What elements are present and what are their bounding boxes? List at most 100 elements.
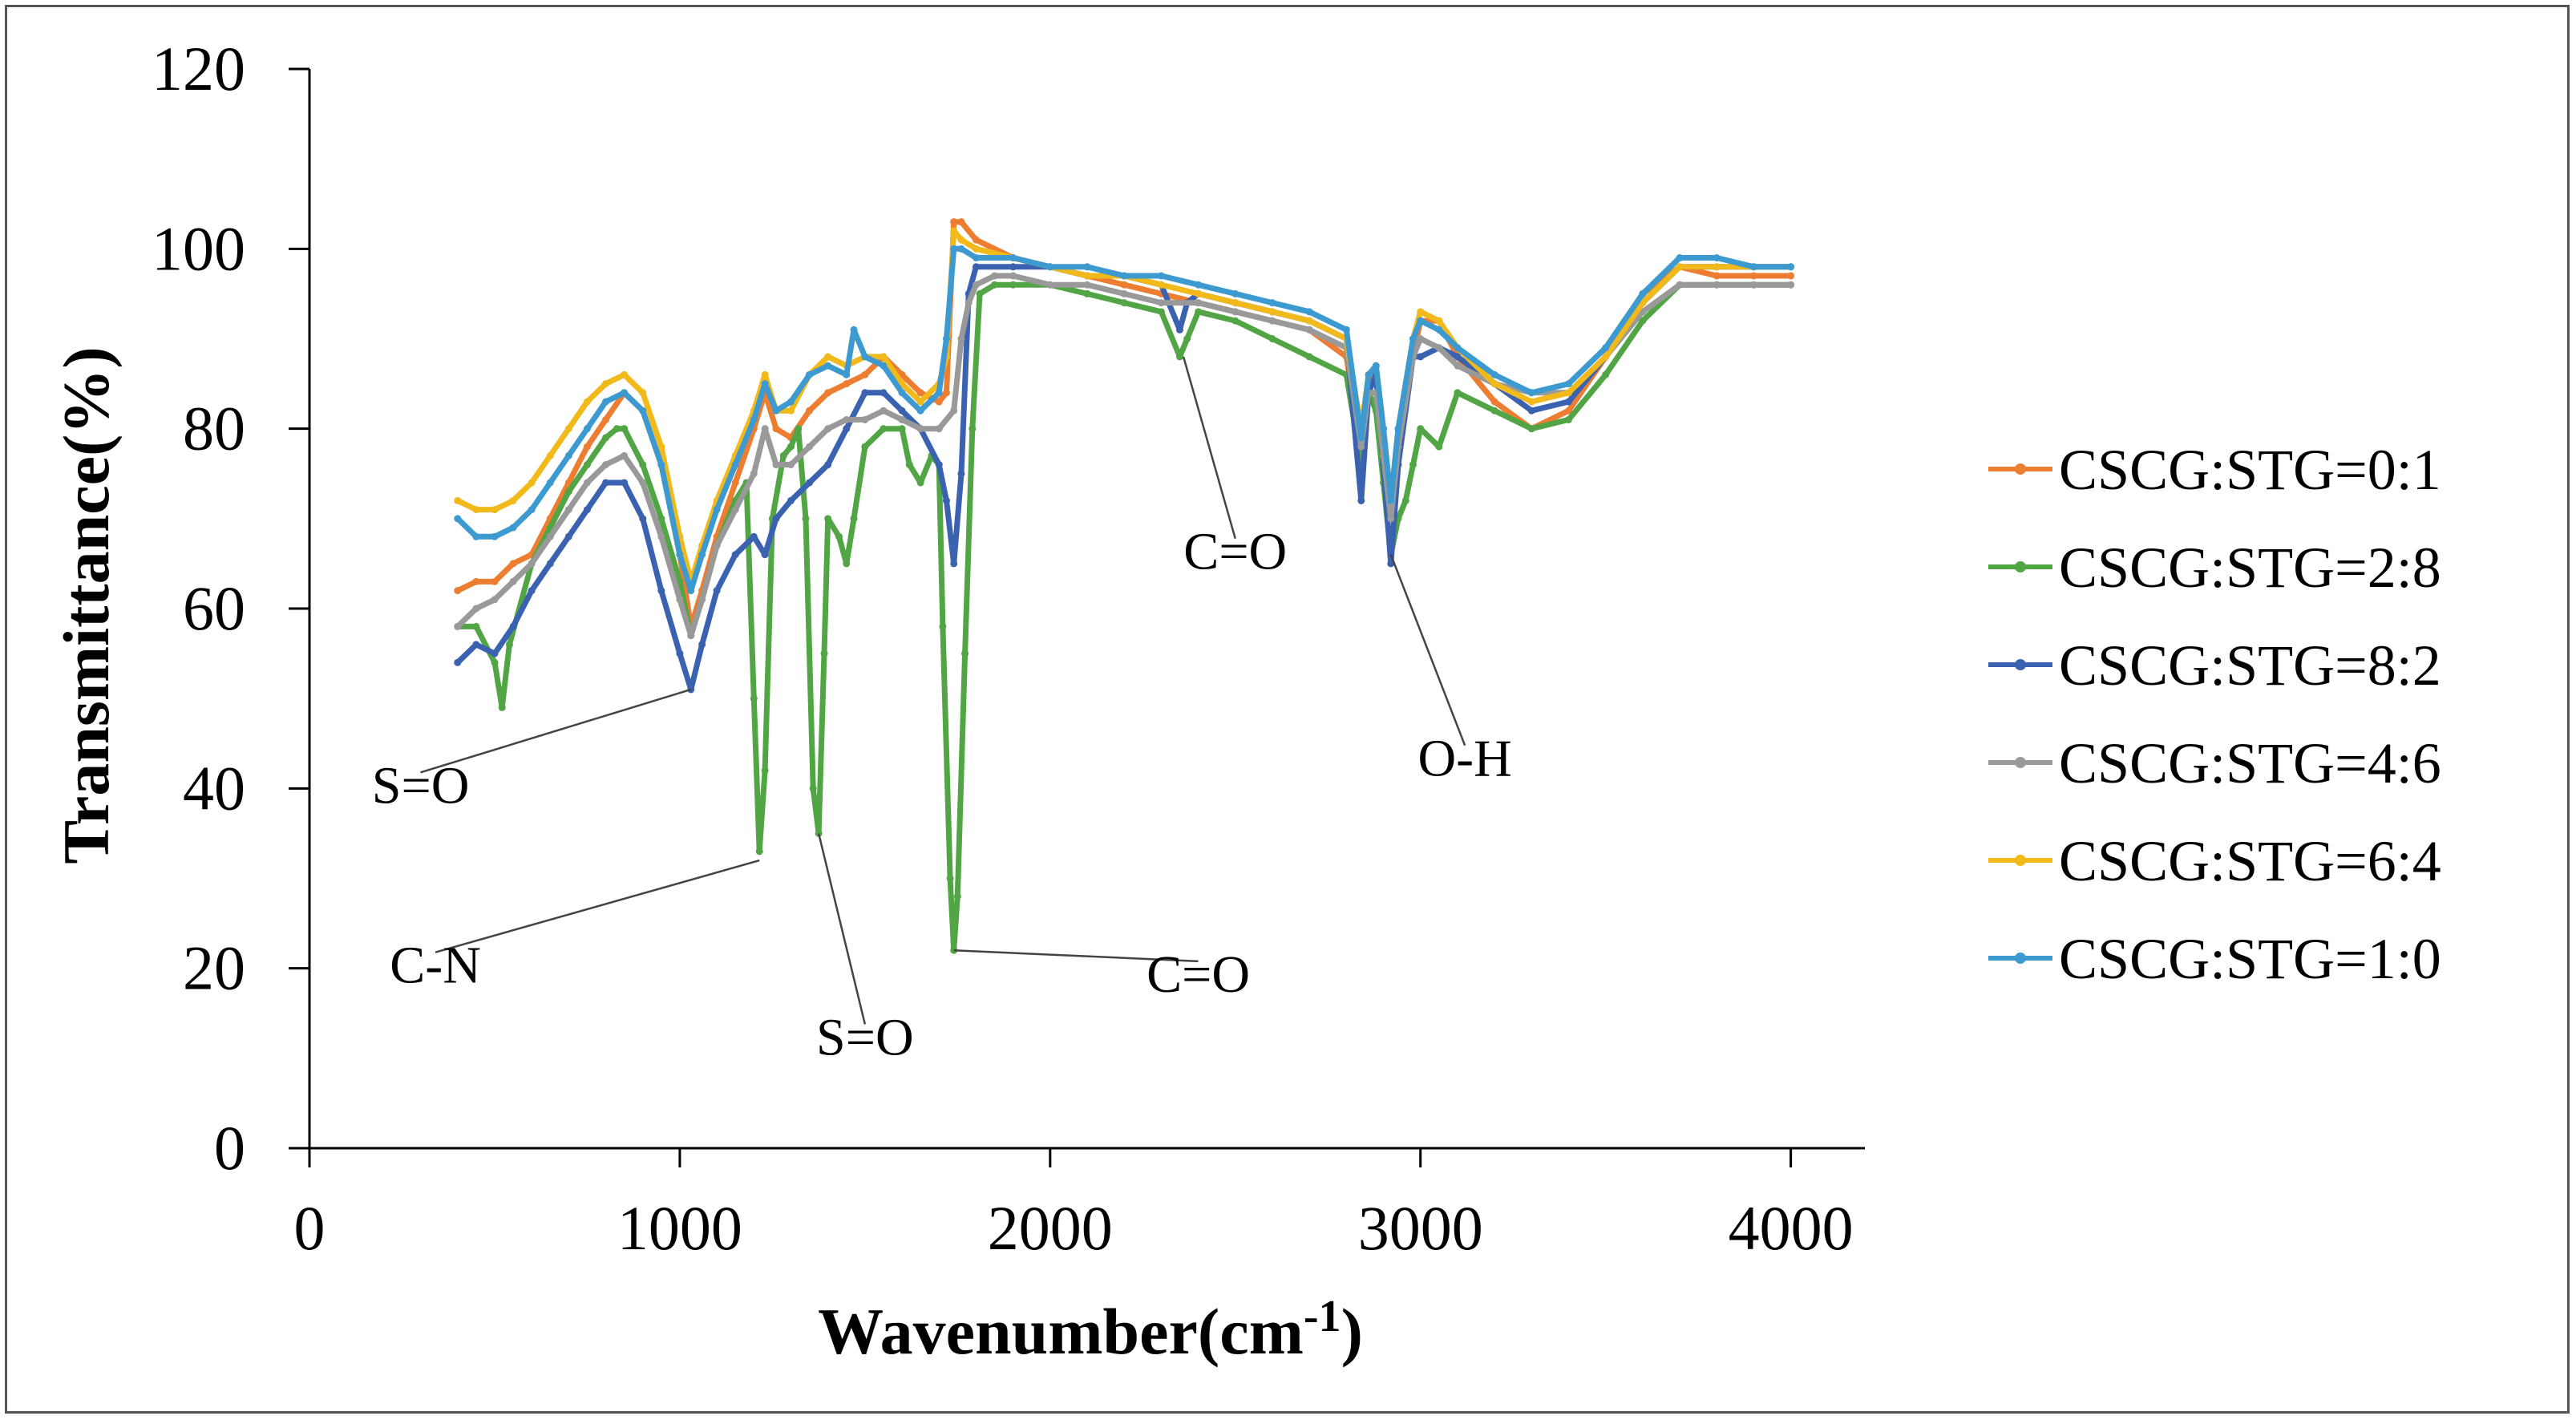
data-point <box>454 515 462 523</box>
data-point <box>1713 272 1721 280</box>
data-point <box>1195 308 1203 316</box>
data-point <box>639 461 647 469</box>
data-point <box>1195 281 1203 289</box>
data-point <box>1046 263 1054 271</box>
data-point <box>1409 461 1417 469</box>
data-point <box>1676 281 1684 289</box>
data-point <box>1787 272 1795 280</box>
data-point <box>491 577 499 585</box>
legend-item-cscg-stg-2-8: CSCG:STG=2:8 <box>1988 536 2441 600</box>
data-point <box>472 605 480 613</box>
annotation-s-o-left: S=O <box>372 688 692 815</box>
annotation-label: O-H <box>1417 730 1511 788</box>
data-point <box>621 370 629 378</box>
data-point <box>602 380 610 388</box>
data-point <box>935 398 943 406</box>
data-point <box>957 335 965 342</box>
data-point <box>972 263 980 271</box>
data-point <box>806 370 814 378</box>
data-point <box>809 784 817 792</box>
annotation-leader-line <box>1182 356 1236 540</box>
data-point <box>972 245 980 253</box>
data-point <box>957 236 965 244</box>
data-point <box>1454 389 1462 397</box>
figure-frame <box>5 5 2570 1414</box>
data-point <box>1120 299 1128 307</box>
data-point <box>613 425 621 433</box>
legend-label: CSCG:STG=1:0 <box>2059 927 2441 991</box>
x-tick-label: 3000 <box>1358 1193 1483 1263</box>
data-point <box>806 443 814 451</box>
data-point <box>957 470 965 478</box>
data-point <box>761 767 769 775</box>
data-point <box>1009 272 1017 280</box>
data-point <box>546 532 554 540</box>
legend-marker <box>2015 757 2026 768</box>
data-point <box>1387 515 1395 523</box>
annotation-o-h: O-H <box>1389 554 1512 788</box>
annotation-label: C=O <box>1146 945 1250 1004</box>
data-point <box>583 425 591 433</box>
data-point <box>621 425 629 433</box>
data-point <box>820 649 828 657</box>
data-point <box>546 560 554 568</box>
data-point <box>916 407 924 415</box>
data-point <box>976 289 984 297</box>
data-point <box>750 694 758 702</box>
data-point <box>564 487 572 496</box>
legend-item-cscg-stg-8-2: CSCG:STG=8:2 <box>1988 633 2441 698</box>
annotation-leader-line <box>817 833 867 1025</box>
data-point <box>964 299 973 307</box>
data-point <box>472 641 480 649</box>
data-point <box>698 551 706 559</box>
x-ticks: 0 1000 2000 3000 4000 <box>294 1148 1854 1263</box>
y-tick-label: 120 <box>152 34 245 103</box>
data-point <box>880 362 888 370</box>
data-point <box>698 596 706 604</box>
data-point <box>528 560 536 568</box>
series-line <box>457 281 1791 953</box>
data-point <box>1120 289 1128 297</box>
x-axis-title-main: Wavenumber(cm <box>818 1295 1304 1368</box>
data-point <box>861 370 869 378</box>
data-point <box>454 587 462 595</box>
y-tick-label: 0 <box>214 1113 245 1183</box>
data-point <box>935 461 943 469</box>
data-point <box>1454 344 1462 352</box>
data-point <box>1490 407 1498 415</box>
data-point <box>843 560 851 568</box>
data-point <box>657 515 665 523</box>
data-point <box>772 407 780 415</box>
y-ticks: 0 20 40 60 80 100 120 <box>152 34 309 1183</box>
data-point <box>1713 281 1721 289</box>
data-point <box>824 353 832 361</box>
data-point <box>898 407 906 415</box>
annotation-label: S=O <box>372 756 470 815</box>
data-point <box>916 479 924 487</box>
data-point <box>969 425 977 433</box>
data-point <box>676 649 684 657</box>
data-point <box>491 658 499 666</box>
y-tick-label: 100 <box>152 213 245 283</box>
data-point <box>1602 370 1610 378</box>
data-point <box>1175 326 1183 334</box>
data-point <box>1564 407 1572 415</box>
series-cscg-stg-4-6 <box>454 272 1795 640</box>
data-point <box>491 532 499 540</box>
annotation-leader-line <box>953 949 1199 963</box>
annotation-c-o-high: C=O <box>1182 356 1287 581</box>
data-point <box>972 254 980 262</box>
data-point <box>843 425 851 433</box>
data-point <box>1527 398 1535 406</box>
data-point <box>1268 317 1276 325</box>
y-axis-title: Transmittance(%) <box>50 346 123 864</box>
annotation-c-n: C-N <box>390 859 760 995</box>
data-point <box>772 425 780 433</box>
data-point <box>950 560 958 568</box>
data-point <box>942 496 950 504</box>
data-point <box>850 515 858 523</box>
legend-label: CSCG:STG=2:8 <box>2059 536 2441 600</box>
data-point <box>1787 281 1795 289</box>
data-point <box>639 389 647 397</box>
data-point <box>472 532 480 540</box>
